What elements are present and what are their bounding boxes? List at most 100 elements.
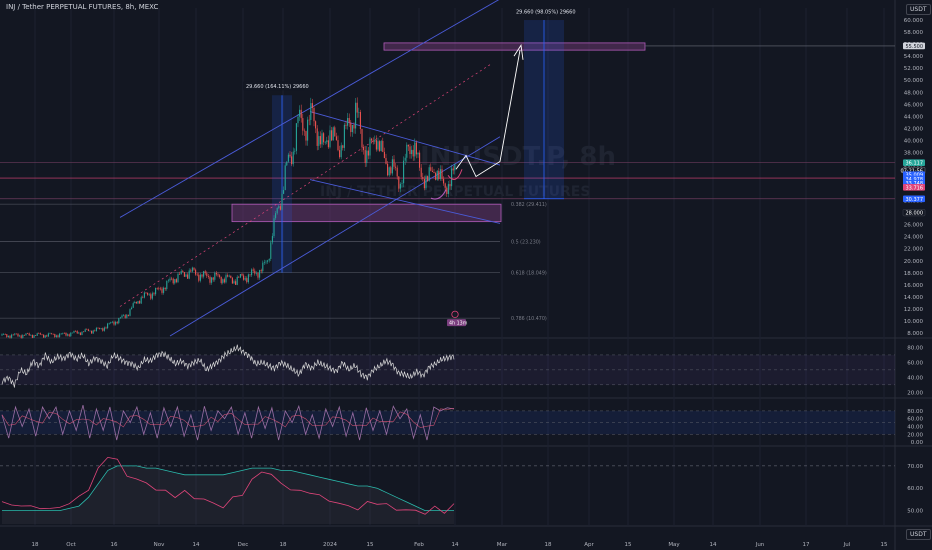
candle-body [303,130,305,132]
candle-body [27,333,29,334]
candle-body [71,332,73,334]
stoch-tick-label: 80.00 [907,409,923,415]
candle-body [123,315,125,316]
candle-body [225,275,227,283]
currency-selector-bottom[interactable]: USDT [906,529,931,540]
measure-label-1: 29.660 (164.11%) 29660 [246,84,309,90]
price-tick-label: 12.000 [904,307,924,313]
event-marker-icon [451,310,459,318]
candle-body [334,127,336,137]
candle-body [198,274,200,281]
candle-body [449,184,451,187]
candle-body [403,160,405,184]
candle-body [20,335,22,338]
candle-body [443,178,445,184]
candle-body [46,335,48,337]
candle-body [99,327,101,329]
candle-body [431,170,433,172]
candle-body [92,330,94,334]
candle-body [375,140,377,150]
candle-body [243,275,245,280]
candle-body [327,140,329,148]
candle-body [95,327,97,332]
candle-body [379,141,381,151]
channel-lower [169,136,501,337]
candle-body [387,163,389,176]
measure-label-bg [243,81,305,91]
candle-body [339,150,341,158]
candle-body [419,152,421,168]
candle-body [268,258,270,261]
candle-body [22,334,24,338]
candle-body [321,133,323,145]
candle-body [81,331,83,335]
candle-body [246,278,248,283]
candle-body [28,333,30,336]
candle-body [89,330,91,332]
candle-body [212,277,214,280]
candle-body [358,112,360,113]
candle-body [68,334,70,337]
candle-body [371,138,373,141]
candle-body [433,171,435,173]
candle-body [143,292,145,298]
candle-body [251,269,253,276]
price-tick-label: 20.000 [904,259,924,265]
candle-body [411,149,413,155]
candle-body [171,278,173,280]
candle-body [177,273,179,283]
candle-body [444,183,446,188]
candle-body [203,271,205,277]
candle-body [190,270,192,272]
candle-body [36,333,38,336]
candle-body [297,116,299,124]
event-badge-label: 4h 13m [449,320,468,326]
candle-body [148,294,150,295]
candle-body [102,328,104,331]
candle-body [219,275,221,277]
candle-body [161,288,163,293]
candle-body [315,121,317,129]
candle-body [131,307,133,310]
candle-body [313,107,315,122]
price-tick-label: 10.000 [904,319,924,325]
candle-body [441,169,443,179]
candle-body [382,140,384,152]
candle-body [107,323,109,329]
candle-body [135,302,137,304]
time-axis-label: 14 [193,542,200,548]
time-axis-label: Oct [66,542,76,548]
candle-body [103,327,105,331]
price-tag-label: 36.117 [906,161,924,167]
candle-body [436,170,438,180]
time-axis-label: Jun [755,542,765,548]
candle-body [217,274,219,276]
candle-body [191,267,193,272]
candle-body [399,183,401,189]
time-axis-label: 14 [710,542,717,548]
candle-body [257,272,259,278]
candle-body [17,333,19,337]
candle-body [233,281,235,284]
candle-body [116,321,118,324]
currency-selector-top[interactable]: USDT [906,4,931,15]
osc-tick-label: 70.00 [907,464,923,470]
candle-body [238,276,240,278]
candle-body [427,176,429,181]
candle-body [355,102,357,129]
time-axis-label: May [668,542,680,548]
candle-body [39,333,41,335]
candle-body [211,277,213,283]
candle-body [223,279,225,283]
candle-body [33,335,35,338]
candle-body [291,156,293,165]
candle-body [111,321,113,323]
price-tick-label: 38.000 [904,150,924,156]
candle-body [196,274,198,276]
candle-body [70,332,72,337]
candle-body [76,331,78,334]
candle-body [249,274,251,276]
price-tag [903,159,925,166]
price-tick-label: 26.000 [904,223,924,229]
